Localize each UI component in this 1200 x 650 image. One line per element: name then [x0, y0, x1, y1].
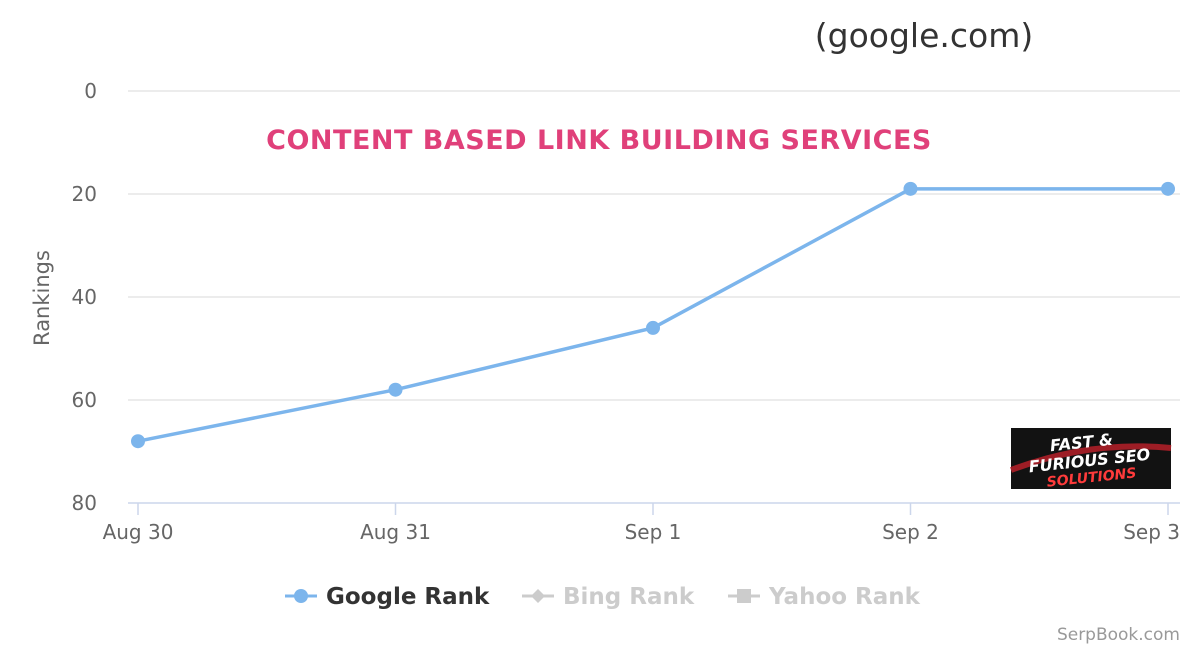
- data-point[interactable]: [131, 434, 145, 449]
- legend: Google Rank Bing Rank Yahoo Rank: [285, 584, 921, 610]
- y-tick-label: 20: [72, 182, 97, 206]
- x-tick-label: Sep 2: [882, 520, 939, 544]
- legend-square-marker: [737, 589, 751, 603]
- y-axis-ticks: 0 20 40 60 80: [72, 79, 97, 515]
- chart-subtitle: (google.com): [815, 16, 1033, 55]
- legend-item-bing-rank[interactable]: Bing Rank: [522, 584, 695, 610]
- data-point[interactable]: [1161, 181, 1175, 196]
- legend-label: Bing Rank: [563, 584, 695, 610]
- y-tick-label: 0: [84, 79, 97, 103]
- y-tick-label: 60: [72, 388, 97, 412]
- legend-diamond-marker: [531, 589, 545, 603]
- logo-badge: FAST & FURIOUS SEO SOLUTIONS: [1009, 428, 1172, 491]
- data-point[interactable]: [903, 181, 918, 196]
- x-tick-label: Aug 30: [103, 520, 174, 544]
- credit-link[interactable]: SerpBook.com: [1057, 625, 1180, 645]
- x-tick-label: Aug 31: [360, 520, 431, 544]
- legend-label: Yahoo Rank: [768, 584, 921, 610]
- x-tick-label: Sep 3: [1123, 520, 1180, 544]
- series-line-google-rank: [137, 187, 1168, 443]
- grid-lines: [128, 90, 1180, 504]
- legend-item-google-rank[interactable]: Google Rank: [285, 584, 490, 610]
- data-point[interactable]: [646, 320, 660, 335]
- y-axis-label: Rankings: [30, 250, 54, 346]
- legend-circle-marker: [294, 589, 308, 603]
- legend-label: Google Rank: [326, 584, 490, 610]
- x-axis: Aug 30 Aug 31 Sep 1 Sep 2 Sep 3: [103, 503, 1180, 544]
- data-point[interactable]: [388, 382, 403, 397]
- legend-item-yahoo-rank[interactable]: Yahoo Rank: [728, 584, 921, 610]
- banner-text: CONTENT BASED LINK BUILDING SERVICES: [266, 125, 932, 156]
- x-tick-label: Sep 1: [625, 520, 682, 544]
- y-tick-label: 40: [72, 285, 97, 309]
- series-layer: [131, 181, 1175, 449]
- y-tick-label: 80: [72, 491, 97, 515]
